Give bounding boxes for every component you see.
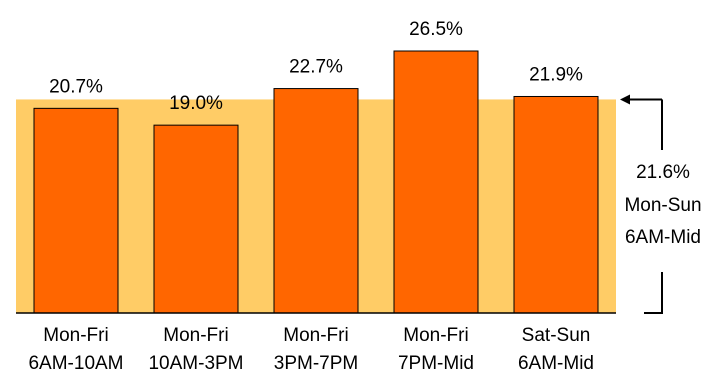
- bar-value-label: 22.7%: [289, 57, 343, 78]
- bar: [394, 51, 478, 313]
- reference-annotation: 21.6% Mon-Sun 6AM-Mid: [620, 94, 702, 313]
- bar: [34, 108, 118, 313]
- category-label-period: Mon-Fri: [43, 325, 108, 346]
- category-label-period: Mon-Fri: [163, 325, 228, 346]
- category-label-time: 6AM-10AM: [28, 353, 123, 374]
- category-label-period: Mon-Fri: [403, 325, 468, 346]
- category-label-period: Sat-Sun: [522, 325, 591, 346]
- reference-period-label: Mon-Sun: [624, 195, 701, 216]
- bar: [154, 125, 238, 313]
- reference-arrow-head-icon: [620, 94, 630, 104]
- category-label-time: 7PM-Mid: [398, 353, 474, 374]
- category-label-time: 6AM-Mid: [518, 353, 594, 374]
- bar: [274, 89, 358, 313]
- bar-value-label: 21.9%: [529, 64, 583, 85]
- bar-value-label: 26.5%: [409, 19, 463, 40]
- category-label-period: Mon-Fri: [283, 325, 348, 346]
- category-label-time: 10AM-3PM: [148, 353, 243, 374]
- bar-value-label: 19.0%: [169, 93, 223, 114]
- bar: [514, 96, 598, 313]
- bar-value-label: 20.7%: [49, 76, 103, 97]
- reference-time-label: 6AM-Mid: [625, 227, 701, 248]
- reference-value-label: 21.6%: [636, 162, 690, 183]
- category-label-time: 3PM-7PM: [274, 353, 358, 374]
